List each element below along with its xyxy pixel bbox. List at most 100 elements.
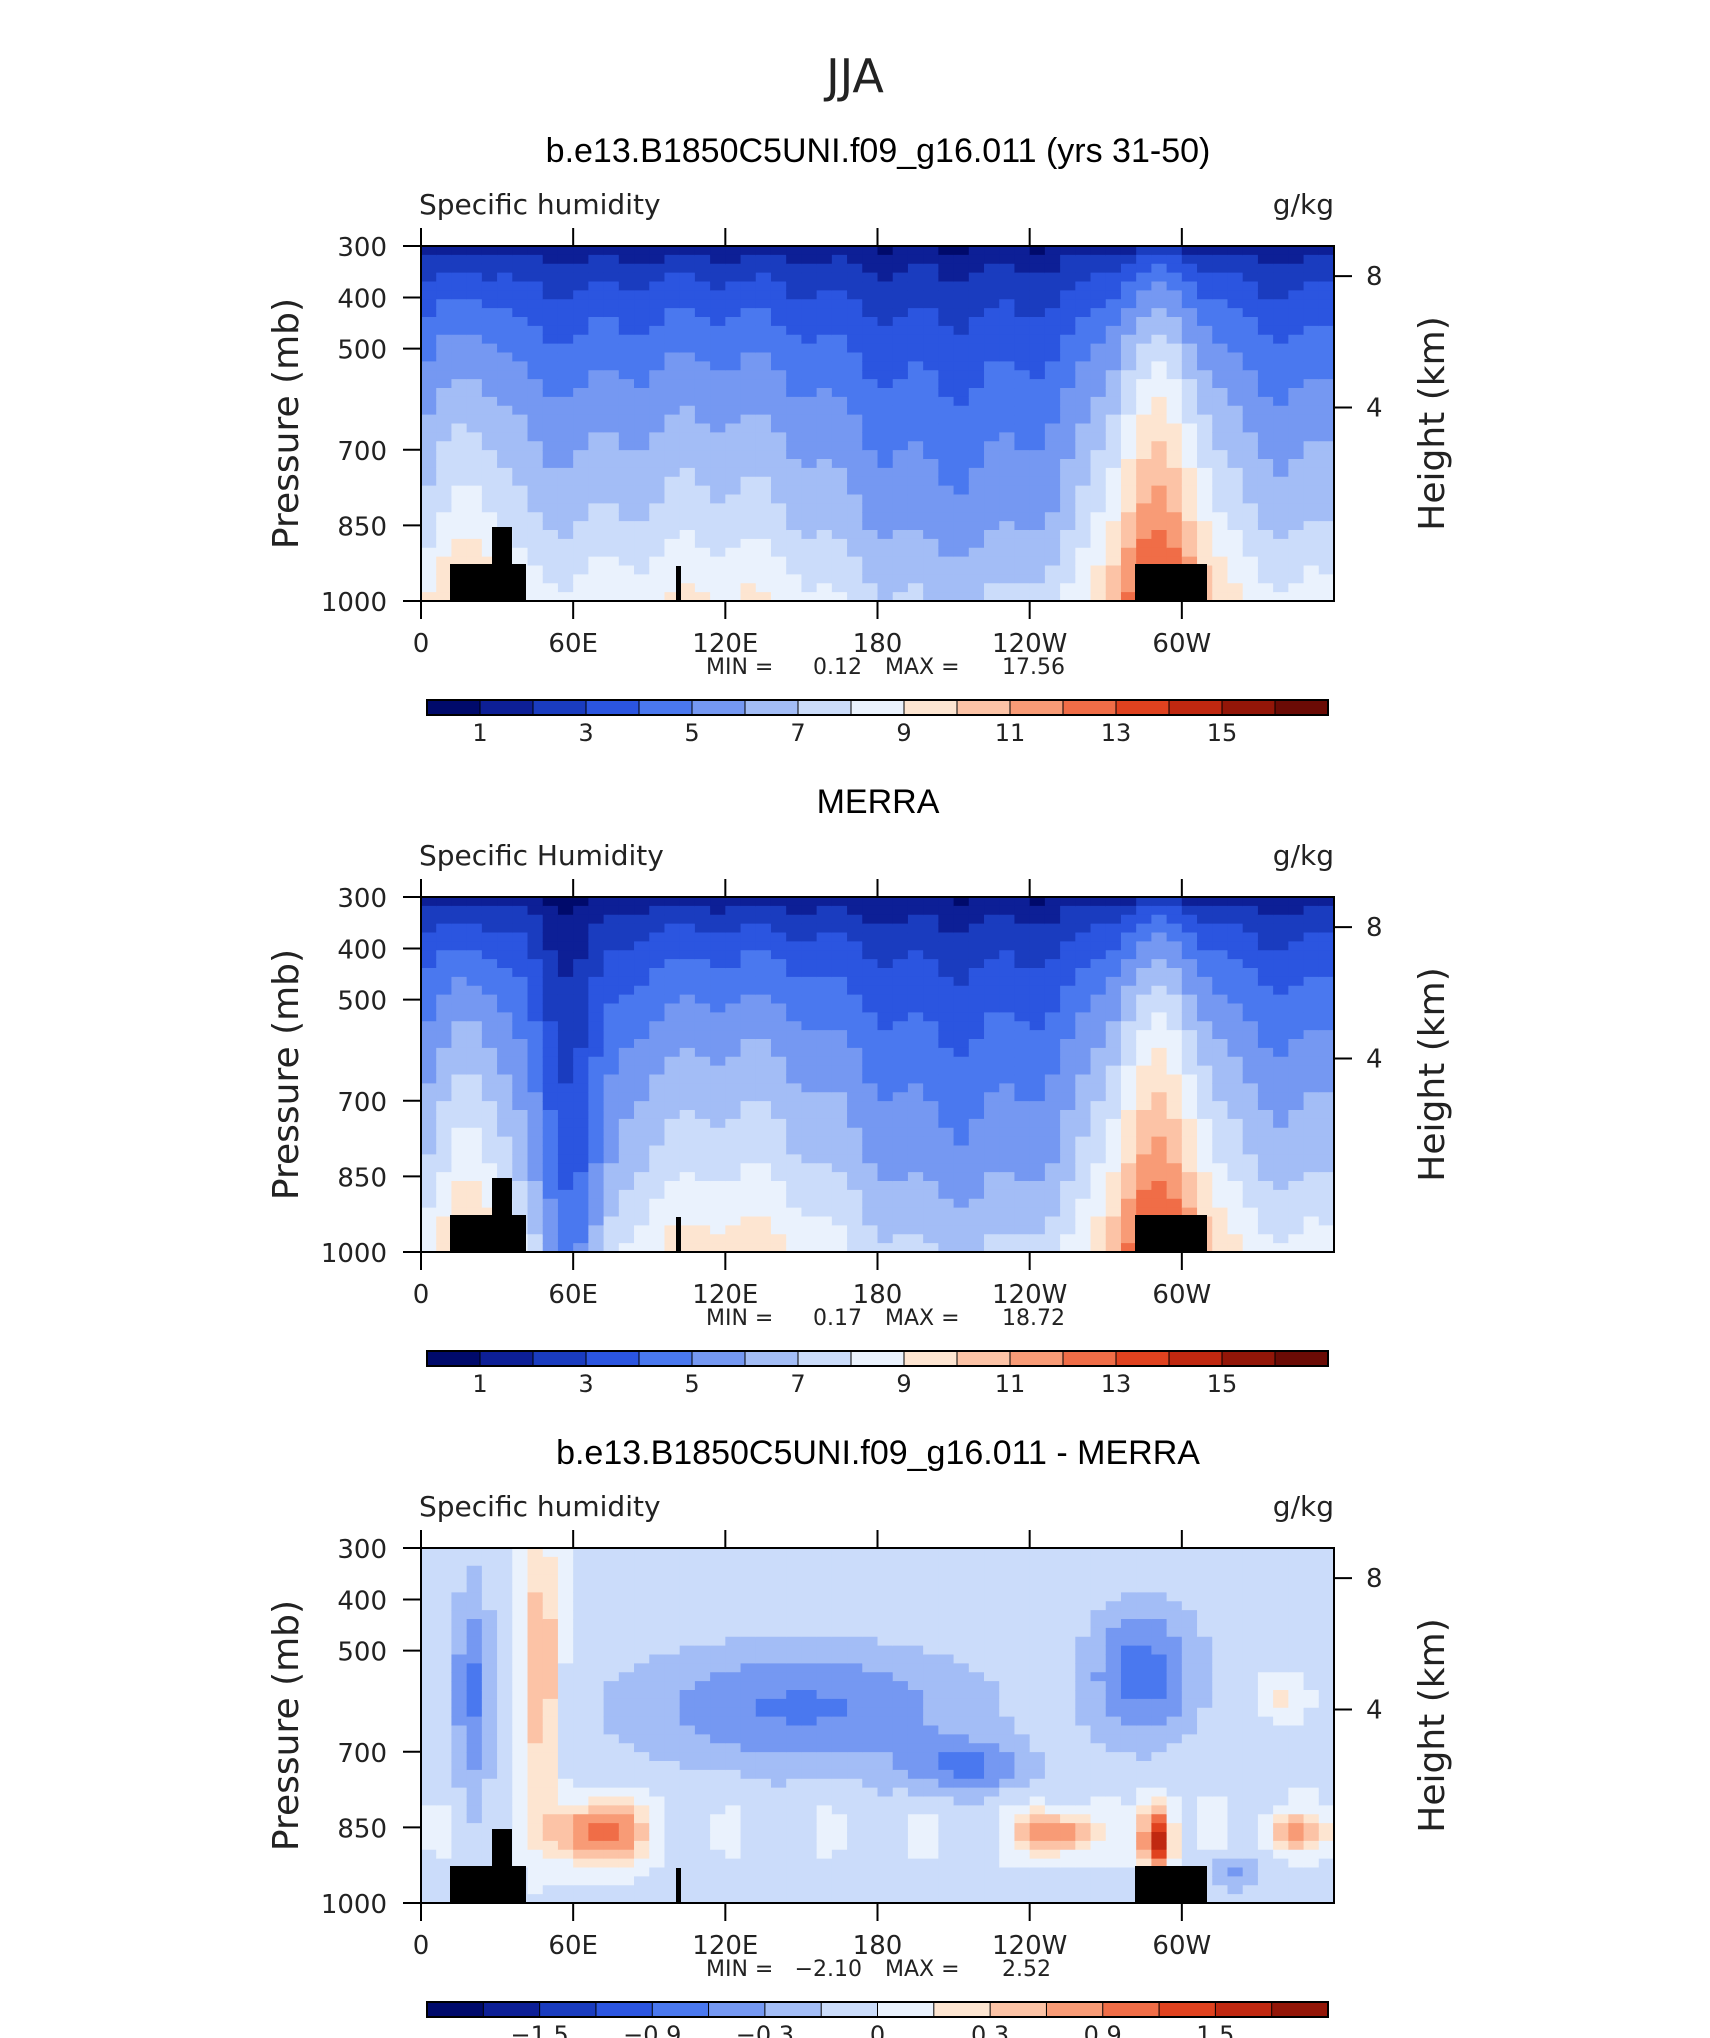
field-cell: [892, 897, 909, 907]
field-cell: [573, 1065, 589, 1076]
field-cell: [1212, 1056, 1229, 1067]
field-cell: [1288, 1127, 1305, 1138]
field-cell: [694, 1181, 711, 1191]
field-cell: [588, 352, 605, 362]
field-cell: [755, 290, 772, 300]
field-cell: [679, 494, 696, 504]
field-cell: [725, 494, 742, 504]
field-cell: [512, 254, 529, 265]
field-cell: [694, 459, 711, 469]
field-cell: [1014, 503, 1031, 513]
field-cell: [1166, 1163, 1183, 1173]
field-cell: [421, 1145, 437, 1155]
field-cell: [1197, 521, 1213, 531]
field-cell: [1136, 325, 1152, 336]
field-cell: [649, 1207, 666, 1218]
field-cell: [436, 290, 453, 300]
field-cell: [603, 521, 620, 531]
field-cell: [725, 1189, 742, 1200]
field-cell: [481, 538, 498, 549]
field-cell: [588, 530, 605, 540]
colorbar-swatch: [479, 699, 534, 716]
field-cell: [907, 521, 924, 531]
field-cell: [588, 1030, 605, 1040]
field-cell: [770, 1003, 787, 1013]
field-cell: [573, 343, 589, 354]
field-cell: [466, 923, 483, 934]
field-cell: [999, 556, 1016, 567]
field-cell: [557, 281, 574, 291]
field-cell: [968, 1083, 985, 1093]
field-cell: [649, 1074, 666, 1084]
field-cell: [1227, 343, 1244, 354]
field-cell: [801, 1136, 818, 1147]
field-cell: [573, 905, 589, 916]
field-cell: [1136, 1092, 1152, 1102]
field-cell: [497, 1021, 513, 1031]
field-cell: [862, 379, 879, 389]
colorbar-swatch: [1168, 1350, 1223, 1367]
field-cell: [481, 512, 498, 522]
field-cell: [542, 1243, 559, 1253]
field-cell: [527, 905, 544, 916]
field-cell: [740, 1065, 757, 1076]
field-cell: [1151, 1056, 1168, 1067]
field-cell: [1044, 1030, 1061, 1040]
field-cell: [1257, 1021, 1274, 1031]
field-cell: [1197, 246, 1213, 256]
field-cell: [451, 414, 468, 425]
field-cell: [801, 1110, 818, 1120]
field-cell: [1105, 1198, 1122, 1209]
field-cell: [603, 441, 620, 451]
field-cell: [1257, 370, 1274, 380]
field-cell: [1273, 1225, 1289, 1235]
field-cell: [892, 370, 909, 380]
field-cell: [557, 897, 574, 907]
field-cell: [755, 512, 772, 522]
field-cell: [1181, 485, 1198, 496]
field-cell: [1136, 556, 1152, 567]
field-cell: [1060, 290, 1076, 300]
field-cell: [679, 405, 696, 416]
field-cell: [679, 343, 696, 354]
field-cell: [421, 1814, 437, 1824]
field-cell: [1151, 547, 1168, 558]
field-cell: [770, 512, 787, 522]
field-cell: [1318, 985, 1335, 996]
field-cell: [1060, 592, 1076, 602]
field-cell: [877, 1110, 894, 1120]
field-cell: [862, 574, 879, 584]
field-cell: [557, 379, 574, 389]
field-cell: [618, 905, 635, 916]
field-cell: [892, 1198, 909, 1209]
field-cell: [984, 1172, 1000, 1182]
field-cell: [451, 941, 468, 951]
field-cell: [1166, 512, 1183, 522]
field-cell: [512, 361, 529, 371]
field-cell: [634, 450, 650, 460]
field-cell: [740, 968, 757, 978]
field-cell: [527, 405, 544, 416]
field-cell: [679, 1083, 696, 1093]
field-cell: [710, 388, 726, 398]
field-cell: [527, 334, 544, 345]
field-cell: [740, 950, 757, 960]
field-cell: [1257, 343, 1274, 354]
field-cell: [999, 388, 1016, 398]
field-cell: [1227, 476, 1244, 487]
field-cell: [512, 485, 529, 496]
field-cell: [1014, 1110, 1031, 1120]
field-cell: [618, 1207, 635, 1218]
field-cell: [542, 1021, 559, 1031]
field-cell: [770, 370, 787, 380]
field-cell: [421, 476, 437, 487]
field-cell: [421, 405, 437, 416]
field-cell: [1075, 1207, 1092, 1218]
field-cell: [786, 1136, 803, 1147]
field-cell: [999, 379, 1016, 389]
field-cell: [1151, 334, 1168, 345]
field-cell: [1120, 396, 1137, 407]
field-cell: [755, 583, 772, 593]
field-cell: [557, 914, 574, 925]
field-cell: [953, 1207, 970, 1218]
